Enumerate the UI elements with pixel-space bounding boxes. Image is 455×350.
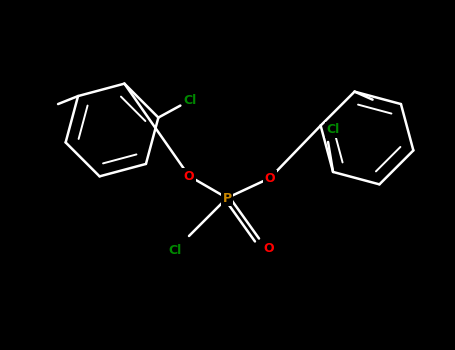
Text: Cl: Cl bbox=[326, 124, 340, 136]
Text: O: O bbox=[184, 169, 194, 182]
Text: Cl: Cl bbox=[184, 94, 197, 107]
Text: Cl: Cl bbox=[168, 244, 182, 257]
Text: O: O bbox=[264, 241, 274, 254]
Text: O: O bbox=[265, 172, 275, 184]
Text: P: P bbox=[222, 191, 232, 204]
